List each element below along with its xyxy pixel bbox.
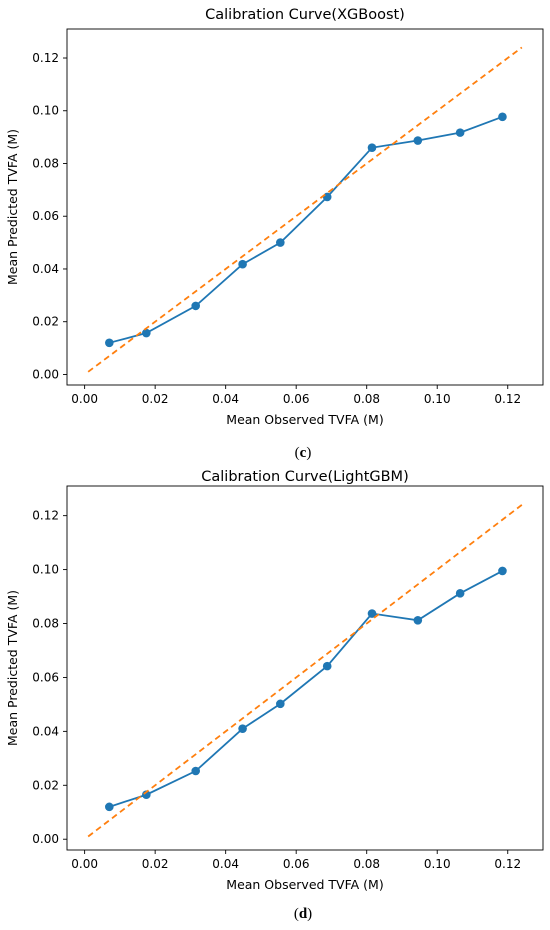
x-tick-label: 0.08 (353, 392, 380, 406)
x-tick-label: 0.06 (283, 857, 310, 871)
x-tick-label: 0.12 (494, 392, 521, 406)
x-tick-label: 0.06 (283, 392, 310, 406)
calibration-point (367, 143, 377, 152)
calibration-point (142, 328, 151, 338)
perfect-calibration-line (87, 46, 523, 373)
calibration-point (238, 259, 247, 269)
y-axis-label: Mean Predicted TVFA (M) (5, 129, 20, 285)
y-tick-label: 0.02 (32, 315, 59, 329)
calibration-point (276, 699, 285, 709)
calibration-point (105, 802, 114, 812)
x-tick-label: 0.02 (142, 857, 169, 871)
calibration-point (238, 724, 247, 733)
y-tick-label: 0.10 (32, 563, 59, 577)
calibration-point (322, 661, 332, 671)
y-tick-label: 0.08 (32, 156, 59, 170)
x-tick-label: 0.10 (424, 857, 451, 871)
panel-caption: (d) (294, 906, 312, 922)
chart-panel-0: Calibration Curve(XGBoost) 0.00 0.02 0.04 0.… (5, 7, 544, 461)
calibration-point (413, 136, 423, 145)
perfect-calibration-line (87, 504, 523, 838)
y-tick-label: 0.02 (32, 778, 59, 792)
panel-caption: (c) (295, 445, 312, 461)
caption-letter: d (299, 906, 308, 922)
x-axis-label: Mean Observed TVFA (M) (226, 412, 383, 427)
y-tick-label: 0.12 (32, 509, 59, 523)
calibration-series-line (109, 570, 503, 808)
x-tick-label: 0.00 (71, 392, 98, 406)
calibration-point (276, 238, 285, 247)
x-tick-label: 0.04 (212, 392, 239, 406)
caption-open-paren: ( (295, 445, 300, 461)
plot-frame (66, 485, 544, 851)
x-tick-label: 0.10 (424, 392, 451, 406)
calibration-point (191, 766, 200, 776)
y-tick-label: 0.00 (32, 832, 59, 846)
chart-title: Calibration Curve(LightGBM) (201, 469, 408, 485)
calibration-point (191, 301, 200, 311)
calibration-point (413, 615, 423, 625)
calibration-point (105, 338, 114, 348)
chart-title: Calibration Curve(XGBoost) (205, 7, 405, 23)
calibration-point (322, 192, 332, 202)
calibration-point (498, 566, 507, 576)
x-tick-label: 0.00 (71, 857, 98, 871)
y-axis-label: Mean Predicted TVFA (M) (5, 590, 20, 746)
y-tick-label: 0.06 (32, 209, 59, 223)
y-tick-label: 0.00 (32, 367, 59, 381)
chart-panel-1: Calibration Curve(LightGBM) 0.00 0.02 0.04 0… (5, 469, 544, 922)
x-tick-label: 0.08 (353, 857, 380, 871)
caption-open-paren: ( (294, 906, 299, 922)
caption-close-paren: ) (306, 445, 311, 461)
calibration-series-line (109, 115, 503, 344)
plot-frame (66, 28, 544, 386)
x-tick-label: 0.02 (142, 392, 169, 406)
caption-letter: c (300, 445, 307, 461)
calibration-point (367, 609, 377, 618)
y-tick-label: 0.06 (32, 670, 59, 684)
caption-close-paren: ) (307, 906, 312, 922)
x-tick-label: 0.12 (494, 857, 521, 871)
calibration-point (498, 112, 507, 122)
y-tick-label: 0.04 (32, 724, 59, 738)
calibration-point (455, 128, 465, 137)
x-axis-label: Mean Observed TVFA (M) (226, 877, 383, 892)
y-tick-label: 0.10 (32, 104, 59, 118)
calibration-point (455, 589, 465, 598)
y-tick-label: 0.08 (32, 617, 59, 631)
y-tick-label: 0.12 (32, 51, 59, 65)
y-tick-label: 0.04 (32, 262, 59, 276)
x-tick-label: 0.04 (212, 857, 239, 871)
